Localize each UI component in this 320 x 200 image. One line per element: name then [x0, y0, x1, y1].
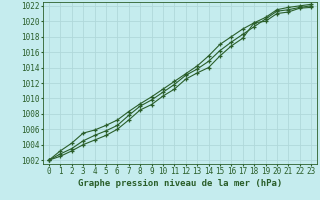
- X-axis label: Graphe pression niveau de la mer (hPa): Graphe pression niveau de la mer (hPa): [78, 179, 282, 188]
